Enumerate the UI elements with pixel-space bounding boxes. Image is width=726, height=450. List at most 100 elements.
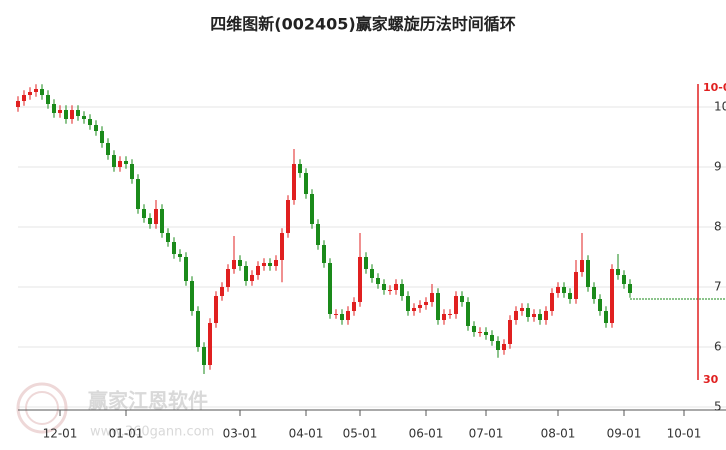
candle-body — [124, 161, 128, 164]
candle-body — [40, 89, 44, 95]
candle-body — [610, 269, 614, 323]
candle-body — [208, 323, 212, 365]
candle-body — [616, 269, 620, 275]
candle-body — [178, 254, 182, 257]
candle-body — [580, 260, 584, 272]
candle-body — [196, 311, 200, 347]
candle-body — [484, 332, 488, 335]
x-tick-label: 01-01 — [109, 427, 144, 441]
candle-body — [28, 92, 32, 95]
candle-body — [628, 284, 632, 293]
y-tick-label: 9 — [714, 160, 722, 174]
candle-body — [442, 314, 446, 320]
candle-body — [46, 95, 50, 104]
candle-body — [622, 275, 626, 284]
candle-body — [292, 164, 296, 200]
y-tick-label: 5 — [714, 400, 722, 414]
candle-body — [502, 344, 506, 350]
candle-body — [310, 194, 314, 224]
candle-body — [238, 260, 242, 266]
candle-body — [598, 299, 602, 311]
candle-body — [550, 293, 554, 311]
candle-body — [586, 260, 590, 287]
candle-body — [478, 332, 482, 333]
candle-body — [34, 89, 38, 92]
candle-body — [334, 314, 338, 315]
candle-body — [370, 269, 374, 278]
candle-body — [286, 200, 290, 233]
candle-body — [520, 308, 524, 311]
candle-body — [130, 164, 134, 179]
candle-body — [160, 209, 164, 233]
watermark-brand: 赢家江恩软件 — [88, 389, 208, 413]
candle-body — [490, 335, 494, 341]
y-tick-label: 10 — [714, 100, 726, 114]
candle-body — [58, 110, 62, 113]
x-tick-label: 12-01 — [43, 427, 78, 441]
candle-body — [148, 218, 152, 224]
candle-body — [70, 110, 74, 119]
candle-body — [472, 326, 476, 332]
candle-body — [244, 266, 248, 281]
candle-body — [448, 314, 452, 315]
candle-body — [382, 284, 386, 290]
candle-body — [352, 302, 356, 311]
candle-body — [172, 242, 176, 254]
candle-body — [166, 233, 170, 242]
candle-body — [514, 311, 518, 320]
candle-body — [226, 269, 230, 287]
candle-body — [562, 287, 566, 293]
candle-body — [52, 104, 56, 113]
candle-body — [466, 302, 470, 326]
candle-body — [154, 209, 158, 224]
candle-body — [544, 311, 548, 320]
candle-body — [388, 290, 392, 291]
watermark: 赢家江恩软件 www.360gann.com — [16, 382, 214, 440]
candle-body — [358, 257, 362, 302]
candle-body — [262, 263, 266, 266]
x-tick-label: 09-01 — [607, 427, 642, 441]
candle-body — [214, 296, 218, 323]
candle-body — [268, 263, 272, 266]
candle-body — [184, 257, 188, 281]
x-tick-label: 10-01 — [667, 427, 702, 441]
candle-body — [136, 179, 140, 209]
candle-body — [64, 110, 68, 119]
candle-body — [394, 284, 398, 290]
candle-body — [118, 161, 122, 167]
candle-body — [16, 101, 20, 107]
candle-body — [538, 314, 542, 320]
candle-body — [376, 278, 380, 284]
candle-body — [82, 116, 86, 119]
y-tick-label: 8 — [714, 220, 722, 234]
watermark-url: www.360gann.com — [90, 425, 214, 440]
x-tick-label: 05-01 — [343, 427, 378, 441]
y-tick-label: 6 — [714, 340, 722, 354]
candle-body — [328, 263, 332, 314]
chart-title: 四维图新(002405)赢家螺旋历法时间循环 — [210, 15, 515, 34]
candle-body — [88, 119, 92, 125]
y-tick-label: 7 — [714, 280, 722, 294]
candle-body — [256, 266, 260, 275]
candle-body — [202, 347, 206, 365]
x-tick-label: 08-01 — [541, 427, 576, 441]
candle-body — [232, 260, 236, 269]
candle-body — [364, 257, 368, 269]
candle-body — [436, 293, 440, 320]
candle-body — [100, 131, 104, 143]
cycle-count: 30 — [703, 373, 719, 386]
candle-body — [340, 314, 344, 320]
candle-body — [508, 320, 512, 344]
candle-body — [406, 296, 410, 311]
candle-body — [322, 245, 326, 263]
candle-body — [142, 209, 146, 218]
x-tick-label: 06-01 — [409, 427, 444, 441]
candle-body — [400, 284, 404, 296]
candle-body — [94, 125, 98, 131]
candle-body — [526, 308, 530, 317]
x-tick-label: 07-01 — [469, 427, 504, 441]
candle-body — [304, 173, 308, 194]
candle-body — [274, 260, 278, 266]
watermark-logo — [25, 391, 59, 425]
candle-body — [496, 341, 500, 350]
